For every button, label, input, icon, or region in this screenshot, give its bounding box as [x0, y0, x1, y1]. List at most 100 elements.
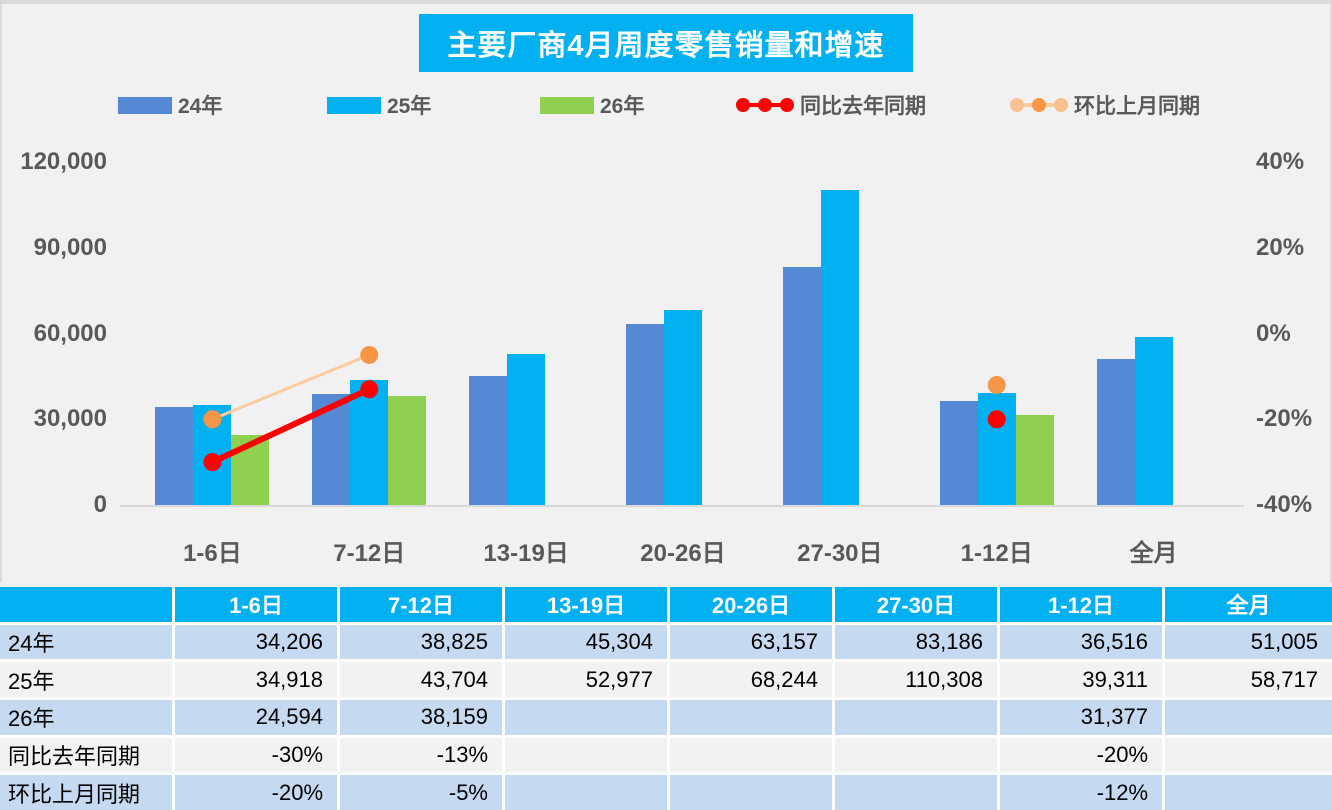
table-cell: -12% — [1000, 775, 1162, 810]
table-cell — [670, 737, 832, 773]
table-cell — [835, 737, 997, 773]
table-cell: 34,918 — [175, 662, 337, 697]
bar-25年-27-30日 — [820, 189, 859, 505]
category-label: 1-6日 — [183, 540, 242, 567]
table-cell: 52,977 — [505, 662, 667, 697]
bar-25年-20-26日 — [664, 309, 702, 505]
table-cell: 34,206 — [175, 624, 337, 660]
left-axis-tick: 60,000 — [33, 319, 107, 347]
table-header-cell: 20-26日 — [670, 587, 832, 622]
table-row-label: 环比上月同期 — [0, 775, 172, 810]
data-table: 1-6日 7-12日 13-19日 20-26日 27-30日 1-12日 全月 24年 34,… — [0, 587, 1332, 810]
table-cell — [1165, 775, 1332, 810]
legend-item-24年: 24年 — [118, 88, 222, 122]
legend-swatch-icon — [327, 96, 381, 114]
right-axis-tick: 0% — [1256, 319, 1291, 347]
right-axis-tick: -40% — [1256, 491, 1313, 518]
table-row-label: 24年 — [0, 624, 172, 660]
table-cell — [505, 700, 667, 735]
bar-24年-1-12日 — [939, 400, 978, 505]
table-header-cell — [0, 587, 172, 622]
chart-title: 主要厂商4月周度零售销量和增速 — [419, 14, 913, 72]
category-label: 20-26日 — [640, 540, 726, 567]
bar-24年-27-30日 — [782, 267, 821, 505]
line-segment-环比上月同期 — [211, 353, 370, 421]
data-point-环比上月同期-1-6日 — [203, 410, 222, 429]
table-cell: -20% — [1000, 737, 1162, 773]
table-cell — [670, 700, 832, 735]
left-axis-tick: 30,000 — [33, 405, 107, 433]
table-header-cell: 13-19日 — [505, 587, 667, 622]
table-row-label: 26年 — [0, 700, 172, 735]
table-cell: 83,186 — [835, 624, 997, 660]
table-cell — [835, 700, 997, 735]
table-row-label: 同比去年同期 — [0, 737, 172, 773]
category-label: 7-12日 — [333, 540, 406, 567]
bar-26年-1-12日 — [1015, 415, 1054, 505]
bar-24年-1-6日 — [155, 407, 194, 505]
category-label: 全月 — [1129, 540, 1178, 567]
legend-item-环比上月同期: 环比上月同期 — [1010, 88, 1200, 122]
left-axis-tick: 120,000 — [20, 148, 107, 175]
table-cell — [1165, 700, 1332, 735]
table-header-cell: 27-30日 — [835, 587, 997, 622]
legend-label: 同比去年同期 — [800, 95, 926, 118]
legend-item-25年: 25年 — [327, 88, 431, 122]
category-label: 1-12日 — [960, 540, 1033, 567]
right-axis-tick: -20% — [1256, 405, 1313, 433]
data-point-环比上月同期-7-12日 — [360, 345, 379, 364]
line-segment-同比去年同期 — [211, 386, 371, 465]
legend-swatch-icon — [118, 96, 172, 114]
legend-item-26年: 26年 — [540, 88, 644, 122]
table-cell: -5% — [340, 775, 502, 810]
legend-swatch-icon — [540, 96, 594, 114]
data-point-同比去年同期-1-12日 — [987, 410, 1006, 429]
chart-border-right — [1330, 4, 1332, 582]
table-cell: 36,516 — [1000, 624, 1162, 660]
table-cell: -13% — [340, 737, 502, 773]
plot-region: 120,000 90,000 60,000 30,000 0 40% 20% 0% -20% -4… — [0, 130, 1332, 580]
x-axis-line — [120, 505, 1244, 507]
data-point-环比上月同期-1-12日 — [987, 375, 1006, 394]
chart-border-left — [0, 4, 2, 582]
legend-item-同比去年同期: 同比去年同期 — [736, 88, 926, 122]
legend-label: 环比上月同期 — [1074, 95, 1200, 118]
bar-25年-13-19日 — [507, 353, 546, 505]
legend-line-icon — [1010, 98, 1068, 112]
chart-border-top — [0, 0, 1332, 4]
legend-line-icon — [736, 98, 794, 112]
table-header-cell: 7-12日 — [340, 587, 502, 622]
legend-label: 24年 — [178, 95, 223, 118]
table-header-cell: 全月 — [1165, 587, 1332, 622]
table-cell — [835, 775, 997, 810]
table-cell: 68,244 — [670, 662, 832, 697]
bar-25年-全月 — [1134, 337, 1173, 505]
table-cell: 63,157 — [670, 624, 832, 660]
table-cell: 58,717 — [1165, 662, 1332, 697]
table-cell: 43,704 — [340, 662, 502, 697]
growth-line-layer — [203, 345, 1006, 472]
table-cell: 110,308 — [835, 662, 997, 697]
table-cell: -30% — [175, 737, 337, 773]
bar-24年-13-19日 — [469, 375, 508, 505]
category-label: 27-30日 — [797, 540, 883, 567]
left-axis-tick: 90,000 — [33, 233, 107, 261]
bar-24年-20-26日 — [626, 324, 664, 505]
table-cell: 31,377 — [1000, 700, 1162, 735]
left-axis-tick: 0 — [93, 491, 107, 518]
table-cell — [1165, 737, 1332, 773]
table-cell: 45,304 — [505, 624, 667, 660]
table-cell: 51,005 — [1165, 624, 1332, 660]
bar-25年-7-12日 — [350, 380, 389, 505]
table-cell: 39,311 — [1000, 662, 1162, 697]
data-point-同比去年同期-1-6日 — [203, 453, 222, 472]
data-point-同比去年同期-7-12日 — [360, 380, 379, 399]
table-cell: 24,594 — [175, 700, 337, 735]
table-cell — [670, 775, 832, 810]
table-row-label: 25年 — [0, 662, 172, 697]
bar-26年-7-12日 — [388, 395, 427, 505]
right-axis-tick: 20% — [1256, 233, 1305, 261]
table-cell: 38,825 — [340, 624, 502, 660]
legend-label: 25年 — [387, 95, 432, 118]
legend-label: 26年 — [600, 95, 645, 118]
